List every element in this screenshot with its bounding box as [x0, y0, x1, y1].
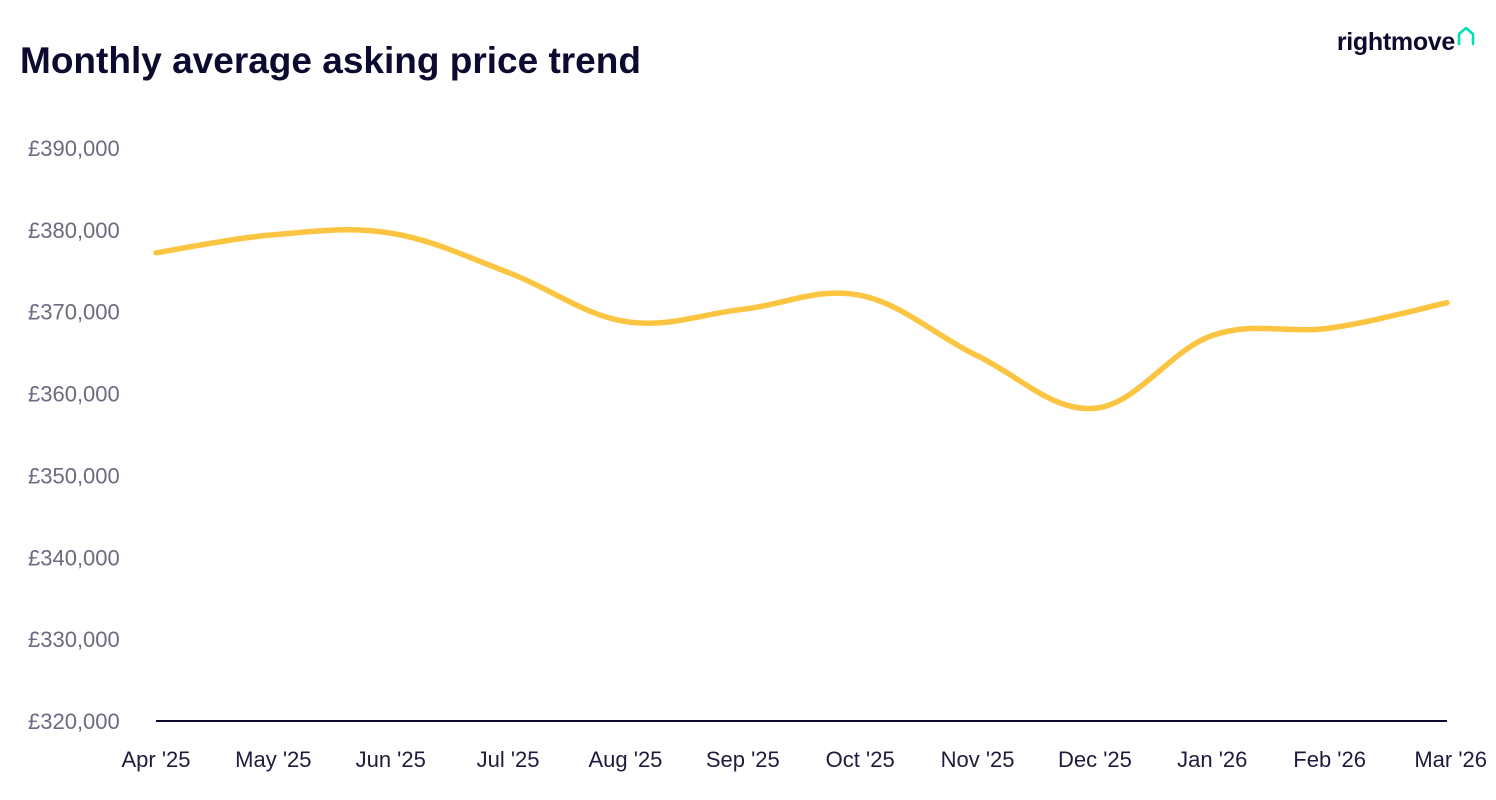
x-tick-label: Jun '25 — [356, 747, 426, 772]
x-tick-label: Aug '25 — [588, 747, 662, 772]
x-tick-label: Dec '25 — [1058, 747, 1132, 772]
x-axis-tick-labels: Apr '25 May '25 Jun '25 Jul '25 Aug '25 Sep '… — [121, 747, 1487, 772]
y-tick-label: £390,000 — [28, 136, 120, 161]
y-tick-label: £330,000 — [28, 627, 120, 652]
asking-price-line — [153, 226, 1450, 412]
y-axis-tick-labels: £390,000 £380,000 £370,000 £360,000 £350,000… — [28, 136, 120, 734]
y-tick-label: £350,000 — [28, 463, 120, 488]
x-tick-label: Nov '25 — [941, 747, 1015, 772]
x-tick-label: Jul '25 — [477, 747, 540, 772]
y-tick-label: £320,000 — [28, 709, 120, 734]
x-tick-label: Sep '25 — [706, 747, 780, 772]
y-tick-label: £360,000 — [28, 382, 120, 407]
y-tick-label: £380,000 — [28, 218, 120, 243]
brand-name: rightmove — [1336, 28, 1455, 56]
x-tick-label: Oct '25 — [826, 747, 895, 772]
x-tick-label: Jan '26 — [1177, 747, 1247, 772]
chart-title: Monthly average asking price trend — [20, 40, 641, 81]
x-tick-label: Feb '26 — [1293, 747, 1366, 772]
y-tick-label: £370,000 — [28, 300, 120, 325]
y-tick-label: £340,000 — [28, 545, 120, 570]
x-tick-label: Apr '25 — [121, 747, 190, 772]
x-tick-label: Mar '26 — [1414, 747, 1487, 772]
rightmove-logo: rightmove — [1337, 24, 1476, 60]
x-tick-label: May '25 — [235, 747, 311, 772]
house-outline-icon — [1456, 26, 1476, 51]
